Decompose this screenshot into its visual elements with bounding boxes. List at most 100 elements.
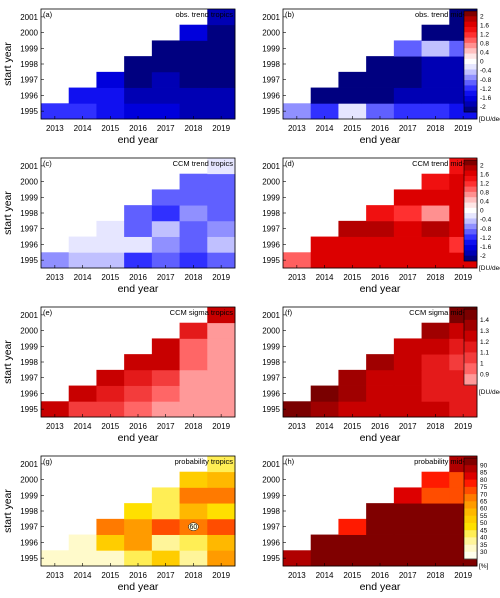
colorbar-swatch [464,363,477,375]
heatmap-cell [151,220,180,237]
x-tick-label: 2018 [427,571,445,580]
heatmap-cell [393,220,422,237]
heatmap-cell [421,401,450,418]
heatmap-cell [207,534,236,551]
heatmap-cell [207,401,236,418]
heatmap-cell [179,236,208,253]
colorbar-frame [463,159,478,262]
panel-a: 2013 2014 2015 2016 2017 2018 2019 1995 1996 1997… [2,8,236,146]
colorbar-sigma: 1.4 1.3 1.2 1.1 1 0.9 [DU/dec] [463,308,500,396]
heatmap-cell [421,322,450,339]
colorbar-label: -1.6 [480,244,492,251]
heatmap-cell [393,550,422,567]
panel-title: probability tropics [175,457,234,466]
heatmap-cell [393,205,422,222]
colorbar-swatch [464,32,477,38]
heatmap-cell [366,205,395,222]
y-tick-label: 2001 [20,460,38,469]
heatmap-cell [207,103,236,120]
x-tick-label: 2013 [288,273,306,282]
heatmap-cell [393,189,422,206]
heatmap-cell [310,534,339,551]
colorbar-label: 65 [480,498,488,505]
heatmap-cell [151,40,180,57]
x-tick-label: 2013 [288,422,306,431]
colorbar-swatch [464,374,477,386]
panel-d: 2013 2014 2015 2016 2017 2018 2019 1995 1996 1997… [262,157,500,295]
x-tick-label: 2016 [129,422,147,431]
x-tick-label: 2019 [212,273,230,282]
heatmap-cell [421,487,450,504]
heatmap-cell [338,252,367,269]
x-tick-label: 2017 [157,273,175,282]
colorbar-label: 1.2 [480,32,489,39]
colorbar-label: 0.4 [480,50,489,57]
x-tick-label: 2013 [288,124,306,133]
x-tick-label: 2013 [46,273,64,282]
y-tick-label: 1999 [20,342,38,351]
x-tick-label: 2014 [74,124,92,133]
heatmap-cell [96,401,125,418]
colorbar-frame [463,457,478,560]
colorbar-swatch [464,309,477,321]
heatmap-cell [207,385,236,402]
panel-e: 2013 2014 2015 2016 2017 2018 2019 1995 1996 1997… [2,306,236,444]
colorbar-trend: 2 1.6 1.2 0.8 0.4 0 -0.4 -0.8 -1.2 -1.6 -2 [DU/dec] [463,10,500,123]
heatmap-cell [151,401,180,418]
y-tick-label: 2001 [262,460,280,469]
heatmap-cell [366,385,395,402]
colorbar-swatch [464,319,477,332]
heatmap-cell [421,338,450,355]
x-tick-label: 2015 [343,571,361,580]
colorbar-swatch [464,486,477,495]
heatmap-cell [207,56,236,73]
heatmap-cell [393,369,422,386]
colorbar-swatch [464,207,477,214]
x-tick-label: 2013 [46,422,64,431]
colorbar-unit: [%] [479,563,489,570]
heatmap-cell [338,401,367,418]
heatmap-cell [310,252,339,269]
colorbar-swatch [464,537,477,545]
colorbar-label: -0.4 [480,68,492,75]
x-axis-label: end year [118,581,159,593]
colorbar-swatch [464,544,477,553]
y-tick-label: 1997 [20,523,38,532]
y-tick-label: 2000 [262,29,280,38]
x-tick-label: 2016 [129,273,147,282]
heatmap-cell [124,236,153,253]
heatmap-cell [124,87,153,104]
heatmap-cell [41,103,70,120]
y-tick-label: 2000 [20,476,38,485]
heatmap-cell [283,103,312,120]
x-axis-label: end year [360,283,401,295]
colorbar-label: -0.8 [480,226,492,233]
heatmap-cell [151,503,180,520]
heatmap-cell [207,189,236,206]
colorbar-swatch [464,48,477,54]
colorbar-label: 1.2 [480,181,489,188]
y-tick-label: 1996 [20,91,38,100]
heatmap-cell [421,503,450,520]
y-tick-label: 1997 [262,523,280,532]
heatmap-cell [393,518,422,535]
x-tick-label: 2017 [157,124,175,133]
y-tick-label: 2001 [262,311,280,320]
panel-g: 2013 2014 2015 2016 2017 2018 2019 1995 1996 1997… [2,455,236,593]
y-tick-label: 1995 [262,107,280,116]
heatmap-cell [338,220,367,237]
heatmap-cell [96,369,125,386]
colorbar-frame [463,308,478,386]
heatmap-cell [96,518,125,535]
heatmap-cell [393,503,422,520]
x-tick-label: 2019 [212,124,230,133]
heatmap-cell [124,385,153,402]
colorbar-swatch [464,53,477,60]
colorbar-label: 2 [480,14,484,21]
colorbar-label: 0.8 [480,41,489,48]
annotation-marker [188,522,199,531]
y-axis-label: start year [2,42,14,86]
heatmap-cell [124,550,153,567]
heatmap-cell [96,236,125,253]
heatmap-cell [124,252,153,269]
